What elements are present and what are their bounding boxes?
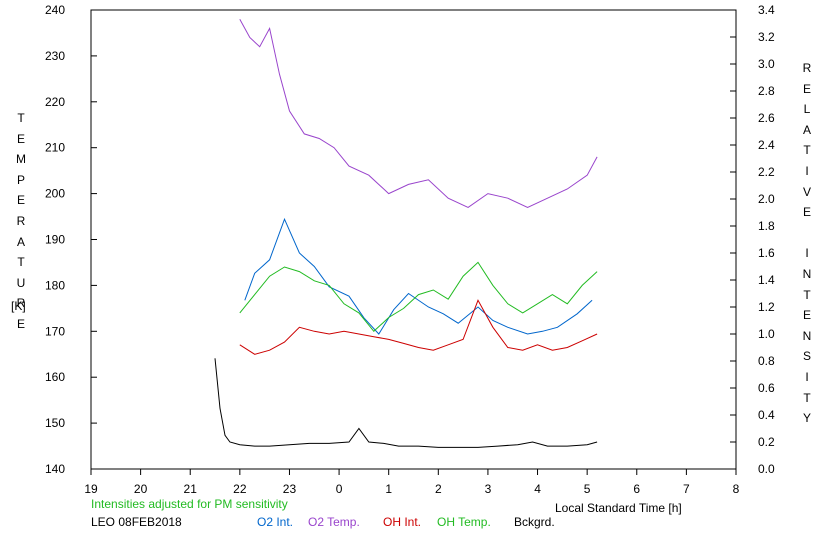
right-axis-tick-label: 0.2	[758, 435, 775, 449]
left-axis-tick-label: 220	[45, 95, 65, 109]
left-axis-tick-label: 140	[45, 462, 65, 476]
left-axis-tick-label: 210	[45, 141, 65, 155]
axis-title-letter: E	[802, 81, 811, 96]
x-axis-tick-label: 19	[84, 482, 98, 496]
left-axis-tick-label: 200	[45, 187, 65, 201]
right-axis-tick-label: 1.2	[758, 300, 775, 314]
left-axis-tick-label: 190	[45, 233, 65, 247]
right-axis-tick-label: 2.8	[758, 84, 775, 98]
axis-title-letter	[800, 223, 814, 244]
x-axis-tick-label: 6	[633, 482, 640, 496]
axis-title-letter: T	[803, 287, 811, 302]
legend-o2-int: O2 Int.	[257, 515, 294, 529]
legend-bckgrd: Bckgrd.	[514, 515, 555, 529]
series-line-oh-int	[239, 299, 598, 355]
left-axis-unit: [K]	[11, 299, 26, 313]
right-axis-tick-label: 2.2	[758, 165, 775, 179]
x-axis-tick-label: 0	[336, 482, 343, 496]
legend-oh-temp: OH Temp.	[437, 515, 491, 529]
axis-title-letter: T	[803, 390, 811, 405]
axis-title-letter: E	[16, 131, 25, 146]
x-axis-tick-label: 7	[683, 482, 690, 496]
right-axis-tick-label: 2.4	[758, 138, 775, 152]
axis-title-letter: M	[16, 152, 26, 167]
right-axis-tick-label: 3.2	[758, 30, 775, 44]
right-axis-tick-label: 3.0	[758, 57, 775, 71]
left-axis-tick-label: 240	[45, 3, 65, 17]
axis-title-letter: U	[16, 275, 26, 290]
right-axis-tick-label: 1.8	[758, 219, 775, 233]
axis-title-letter: P	[16, 172, 25, 187]
right-axis-tick-label: 0.0	[758, 462, 775, 476]
right-axis-tick-label: 0.8	[758, 354, 775, 368]
x-axis-tick-label: 5	[584, 482, 591, 496]
right-axis-tick-label: 3.4	[758, 3, 775, 17]
left-axis-tick-label: 230	[45, 49, 65, 63]
x-axis-title: Local Standard Time [h]	[555, 501, 682, 515]
axis-title-letter: I	[805, 369, 809, 384]
series-line-o2-temp	[239, 18, 598, 208]
right-axis-tick-label: 1.6	[758, 246, 775, 260]
right-axis-tick-label: 1.0	[758, 327, 775, 341]
x-axis-tick-label: 23	[283, 482, 297, 496]
axis-title-letter: R	[802, 61, 812, 75]
series-line-bckgrd	[214, 358, 598, 448]
axis-title-letter: T	[803, 143, 811, 158]
axis-title-letter: N	[802, 328, 812, 343]
x-axis-tick-label: 4	[534, 482, 541, 496]
station-label: LEO 08FEB2018	[91, 515, 182, 529]
x-axis-tick-label: 8	[733, 482, 740, 496]
axis-title-letter: N	[802, 266, 812, 281]
x-axis-tick-label: 1	[385, 482, 392, 496]
right-axis-tick-label: 2.6	[758, 111, 775, 125]
axis-title-letter: I	[805, 246, 809, 261]
x-axis-tick-label: 3	[485, 482, 492, 496]
left-axis-tick-label: 150	[45, 416, 65, 430]
axis-title-letter: R	[16, 213, 26, 228]
axis-title-letter: V	[802, 184, 811, 199]
pm-sensitivity-note: Intensities adjusted for PM sensitivity	[91, 497, 288, 511]
axis-title-letter: A	[16, 234, 25, 249]
axis-title-letter: Y	[802, 411, 811, 426]
axis-title-letter: E	[802, 308, 811, 323]
axis-title-letter: E	[16, 316, 25, 331]
axis-title-letter: T	[17, 255, 25, 270]
series-line-oh-temp	[239, 261, 598, 333]
x-axis-tick-label: 22	[233, 482, 247, 496]
axis-title-letter: R	[16, 296, 26, 311]
left-axis-tick-label: 180	[45, 278, 65, 292]
axis-title-letter: L	[803, 102, 811, 117]
axis-title-letter: I	[805, 163, 809, 178]
series-line-o2-int	[244, 217, 593, 335]
axis-title-letter: S	[802, 349, 811, 364]
x-axis-tick-label: 20	[134, 482, 148, 496]
axis-title-letter: E	[802, 205, 811, 220]
legend-o2-temp: O2 Temp.	[308, 515, 360, 529]
right-axis-tick-label: 1.4	[758, 273, 775, 287]
axis-title-letter: E	[16, 193, 25, 208]
x-axis-tick-label: 21	[184, 482, 198, 496]
left-axis-tick-label: 160	[45, 370, 65, 384]
right-axis-tick-label: 0.4	[758, 408, 775, 422]
right-axis-tick-label: 2.0	[758, 192, 775, 206]
right-axis-tick-label: 0.6	[758, 381, 775, 395]
axis-title-letter: A	[802, 122, 811, 137]
left-axis-tick-label: 170	[45, 324, 65, 338]
legend-oh-int: OH Int.	[383, 515, 422, 529]
plot-frame	[90, 9, 737, 470]
x-axis-tick-label: 2	[435, 482, 442, 496]
axis-title-letter: T	[17, 111, 25, 125]
